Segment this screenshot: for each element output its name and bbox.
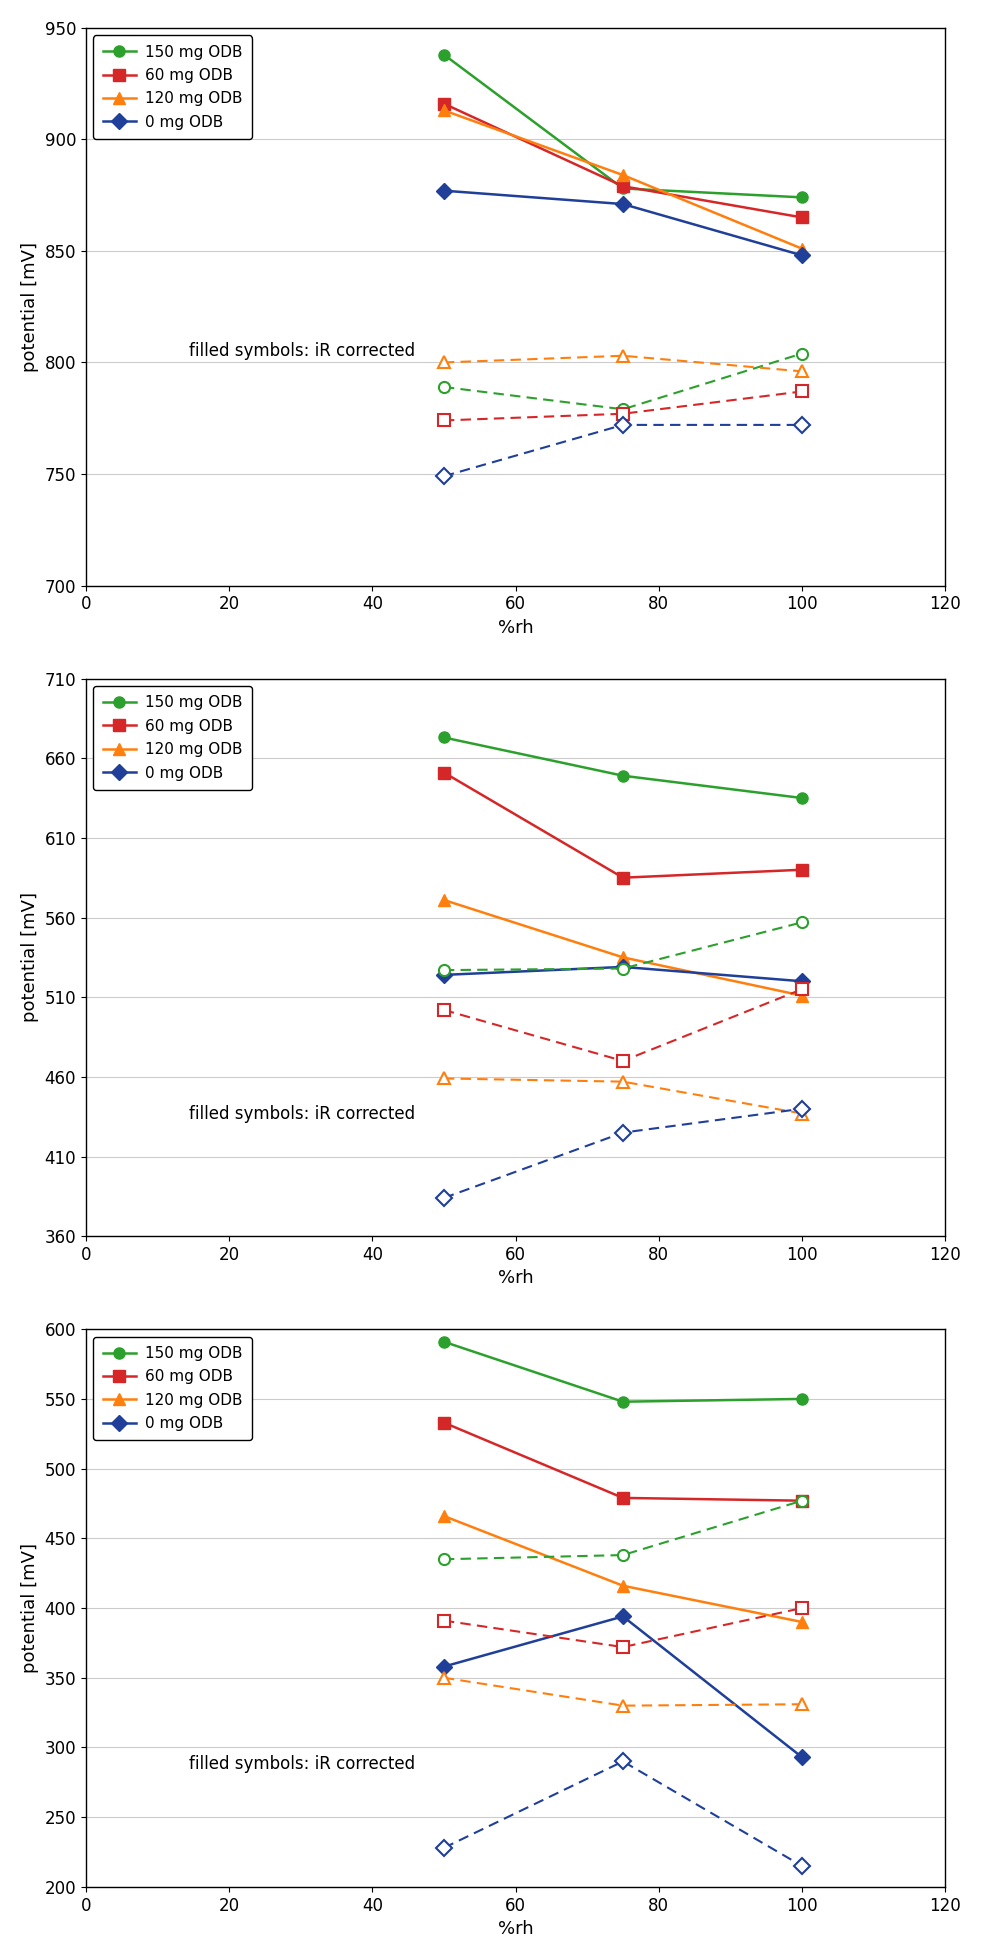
X-axis label: %rh: %rh	[498, 1269, 533, 1287]
Text: filled symbols: iR corrected: filled symbols: iR corrected	[189, 1755, 415, 1773]
Legend: 150 mg ODB, 60 mg ODB, 120 mg ODB, 0 mg ODB: 150 mg ODB, 60 mg ODB, 120 mg ODB, 0 mg …	[93, 35, 252, 139]
Text: filled symbols: iR corrected: filled symbols: iR corrected	[189, 1105, 415, 1123]
Y-axis label: potential [mV]: potential [mV]	[21, 241, 39, 372]
Y-axis label: potential [mV]: potential [mV]	[21, 893, 39, 1023]
Text: filled symbols: iR corrected: filled symbols: iR corrected	[189, 343, 415, 360]
Legend: 150 mg ODB, 60 mg ODB, 120 mg ODB, 0 mg ODB: 150 mg ODB, 60 mg ODB, 120 mg ODB, 0 mg …	[93, 1336, 252, 1440]
Y-axis label: potential [mV]: potential [mV]	[21, 1544, 39, 1673]
X-axis label: %rh: %rh	[498, 1920, 533, 1937]
X-axis label: %rh: %rh	[498, 619, 533, 637]
Legend: 150 mg ODB, 60 mg ODB, 120 mg ODB, 0 mg ODB: 150 mg ODB, 60 mg ODB, 120 mg ODB, 0 mg …	[93, 686, 252, 789]
